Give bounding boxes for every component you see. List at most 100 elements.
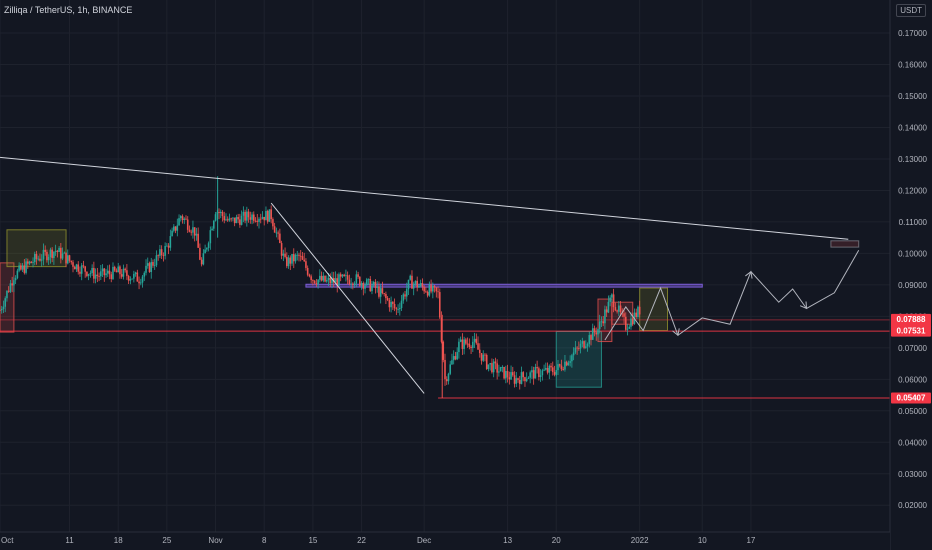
candle-body bbox=[339, 274, 342, 277]
time-tick-label: Dec bbox=[417, 536, 431, 545]
candle-body bbox=[531, 370, 533, 373]
candle-body bbox=[508, 377, 511, 380]
candle-body bbox=[223, 216, 226, 221]
candle-body bbox=[89, 273, 92, 274]
currency-badge[interactable]: USDT bbox=[896, 4, 926, 17]
candle-body bbox=[56, 250, 59, 252]
price-tick-label: 0.17000 bbox=[898, 29, 927, 38]
candle-body bbox=[562, 369, 565, 370]
candle-body bbox=[579, 343, 582, 349]
time-tick-label: 20 bbox=[552, 536, 561, 545]
candle-body bbox=[219, 211, 222, 213]
candle-body bbox=[472, 341, 474, 349]
candle-body bbox=[110, 274, 113, 279]
candle-body bbox=[567, 362, 570, 366]
candle-body bbox=[395, 308, 398, 310]
candle-body bbox=[233, 217, 236, 224]
candle-body bbox=[275, 232, 278, 234]
candle-body bbox=[365, 279, 368, 286]
candle-body bbox=[499, 367, 502, 372]
candle-body bbox=[386, 298, 389, 301]
arrow-head-icon bbox=[745, 270, 753, 279]
candle-body bbox=[491, 363, 493, 373]
candle-body bbox=[226, 219, 229, 221]
candle-body bbox=[445, 379, 448, 382]
price-axis[interactable] bbox=[890, 0, 932, 550]
candle-body bbox=[252, 214, 255, 221]
candle-body bbox=[282, 253, 285, 256]
candle-body bbox=[124, 268, 126, 271]
candle-body bbox=[536, 366, 538, 369]
candle-body bbox=[79, 271, 81, 274]
candle-body bbox=[9, 283, 12, 292]
candle-body bbox=[411, 275, 413, 289]
time-tick-label: 13 bbox=[503, 536, 512, 545]
candle-body bbox=[61, 253, 64, 259]
candle-body bbox=[207, 243, 210, 248]
candle-body bbox=[192, 227, 194, 233]
candle-body bbox=[432, 285, 434, 292]
candle-body bbox=[393, 303, 396, 309]
candle-body bbox=[148, 263, 151, 272]
candle-body bbox=[571, 355, 573, 362]
candle-body bbox=[33, 253, 36, 263]
candle-body bbox=[628, 326, 631, 329]
candle-body bbox=[268, 209, 271, 222]
time-tick-label: 15 bbox=[308, 536, 317, 545]
candle-body bbox=[305, 261, 307, 268]
price-tick-label: 0.09000 bbox=[898, 281, 927, 290]
candle-body bbox=[602, 321, 604, 324]
candle-body bbox=[383, 293, 385, 295]
time-axis-ticks: Oct 11 18 25 Nov 8 15 22 Dec 13 20 2022 10 17 bbox=[1, 536, 756, 545]
candle-body bbox=[551, 367, 554, 373]
candle-body bbox=[581, 341, 584, 344]
candle-body bbox=[84, 266, 86, 272]
projection-path-2 bbox=[806, 250, 860, 309]
candle-body bbox=[169, 236, 172, 248]
candle-body bbox=[105, 273, 107, 276]
candle-body bbox=[298, 254, 300, 256]
candle-body bbox=[237, 216, 239, 220]
candle-body bbox=[287, 257, 290, 267]
candle-body bbox=[350, 283, 352, 285]
time-tick-label: 11 bbox=[65, 536, 74, 545]
candle-body bbox=[42, 249, 45, 260]
candle-body bbox=[218, 212, 220, 213]
candle-body bbox=[338, 274, 340, 286]
candle-body bbox=[616, 310, 618, 312]
candle-body bbox=[418, 285, 420, 288]
candle-body bbox=[221, 211, 224, 217]
trendline bbox=[270, 202, 425, 394]
candle-body bbox=[449, 364, 452, 374]
candle-body bbox=[11, 283, 13, 286]
candle-body bbox=[108, 270, 111, 275]
candle-body bbox=[200, 259, 203, 265]
candle-body bbox=[35, 253, 38, 259]
candle-body bbox=[54, 250, 57, 252]
candle-body bbox=[312, 280, 314, 281]
candle-body bbox=[266, 210, 269, 222]
candle-body bbox=[87, 273, 90, 276]
candle-body bbox=[112, 266, 114, 279]
candle-body bbox=[405, 289, 408, 297]
candle-body bbox=[209, 230, 212, 244]
candle-body bbox=[242, 211, 245, 216]
candle-body bbox=[444, 359, 446, 380]
candle-body bbox=[558, 364, 561, 366]
candle-body bbox=[32, 262, 34, 263]
symbol-title[interactable]: Zilliqa / TetherUS, 1h, BINANCE bbox=[4, 5, 133, 15]
candle-body bbox=[543, 369, 545, 371]
candle-body bbox=[299, 255, 302, 257]
candle-body bbox=[279, 233, 281, 244]
candle-body bbox=[82, 265, 85, 267]
candle-body bbox=[206, 247, 208, 250]
candle-body bbox=[171, 230, 173, 237]
candlestick-series bbox=[0, 176, 641, 398]
candle-body bbox=[46, 251, 48, 261]
candle-body bbox=[228, 218, 231, 221]
candle-body bbox=[75, 264, 78, 270]
candle-body bbox=[126, 270, 128, 276]
candle-body bbox=[327, 277, 330, 281]
time-axis[interactable] bbox=[0, 532, 890, 550]
